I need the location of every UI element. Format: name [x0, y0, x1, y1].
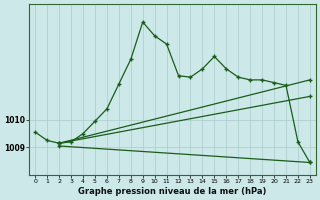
X-axis label: Graphe pression niveau de la mer (hPa): Graphe pression niveau de la mer (hPa) [78, 187, 267, 196]
